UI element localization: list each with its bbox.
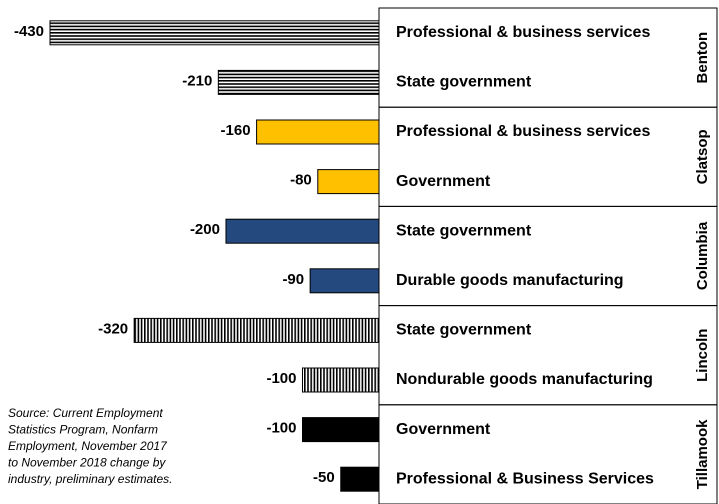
bar	[309, 268, 380, 294]
category-label: Professional & business services	[396, 123, 650, 140]
value-label: -320	[98, 320, 128, 337]
value-label: -160	[221, 122, 251, 139]
group-label: Benton	[694, 32, 711, 84]
bar	[217, 69, 380, 95]
value-label: -100	[266, 370, 296, 387]
group-label: Tillamook	[694, 419, 711, 489]
group-box	[378, 205, 718, 307]
category-label: Government	[396, 421, 491, 438]
source-note: Statistics Program, Nonfarm	[8, 423, 158, 437]
bar	[301, 367, 380, 393]
group-label: Clatsop	[694, 129, 711, 184]
category-label: State government	[396, 222, 532, 239]
value-label: -200	[190, 221, 220, 238]
source-note: Source: Current Employment	[8, 406, 163, 420]
bar	[133, 317, 380, 343]
bar	[225, 218, 380, 244]
group-label: Lincoln	[694, 329, 711, 382]
category-label: State government	[396, 74, 532, 91]
value-label: -210	[182, 72, 212, 89]
bar	[256, 119, 380, 145]
source-note: to November 2018 change by	[8, 456, 166, 470]
source-note: Employment, November 2017	[8, 439, 168, 453]
group-label: Columbia	[694, 221, 711, 290]
source-note: industry, preliminary estimates.	[8, 472, 173, 486]
category-label: State government	[396, 322, 532, 339]
bar	[49, 20, 380, 46]
bar	[340, 466, 380, 492]
group-box	[378, 7, 718, 108]
group-box	[378, 404, 718, 504]
value-label: -430	[14, 23, 44, 40]
category-label: Professional & business services	[396, 24, 650, 41]
value-label: -80	[290, 172, 312, 189]
value-label: -90	[282, 271, 304, 288]
bar	[317, 169, 380, 195]
group-box	[378, 106, 718, 207]
category-label: Durable goods manufacturing	[396, 272, 624, 289]
category-label: Nondurable goods manufacturing	[396, 371, 653, 388]
group-box	[378, 305, 718, 406]
category-label: Professional & Business Services	[396, 470, 654, 487]
bar	[301, 417, 380, 443]
category-label: Government	[396, 173, 491, 190]
value-label: -50	[313, 469, 335, 486]
value-label: -100	[266, 420, 296, 437]
